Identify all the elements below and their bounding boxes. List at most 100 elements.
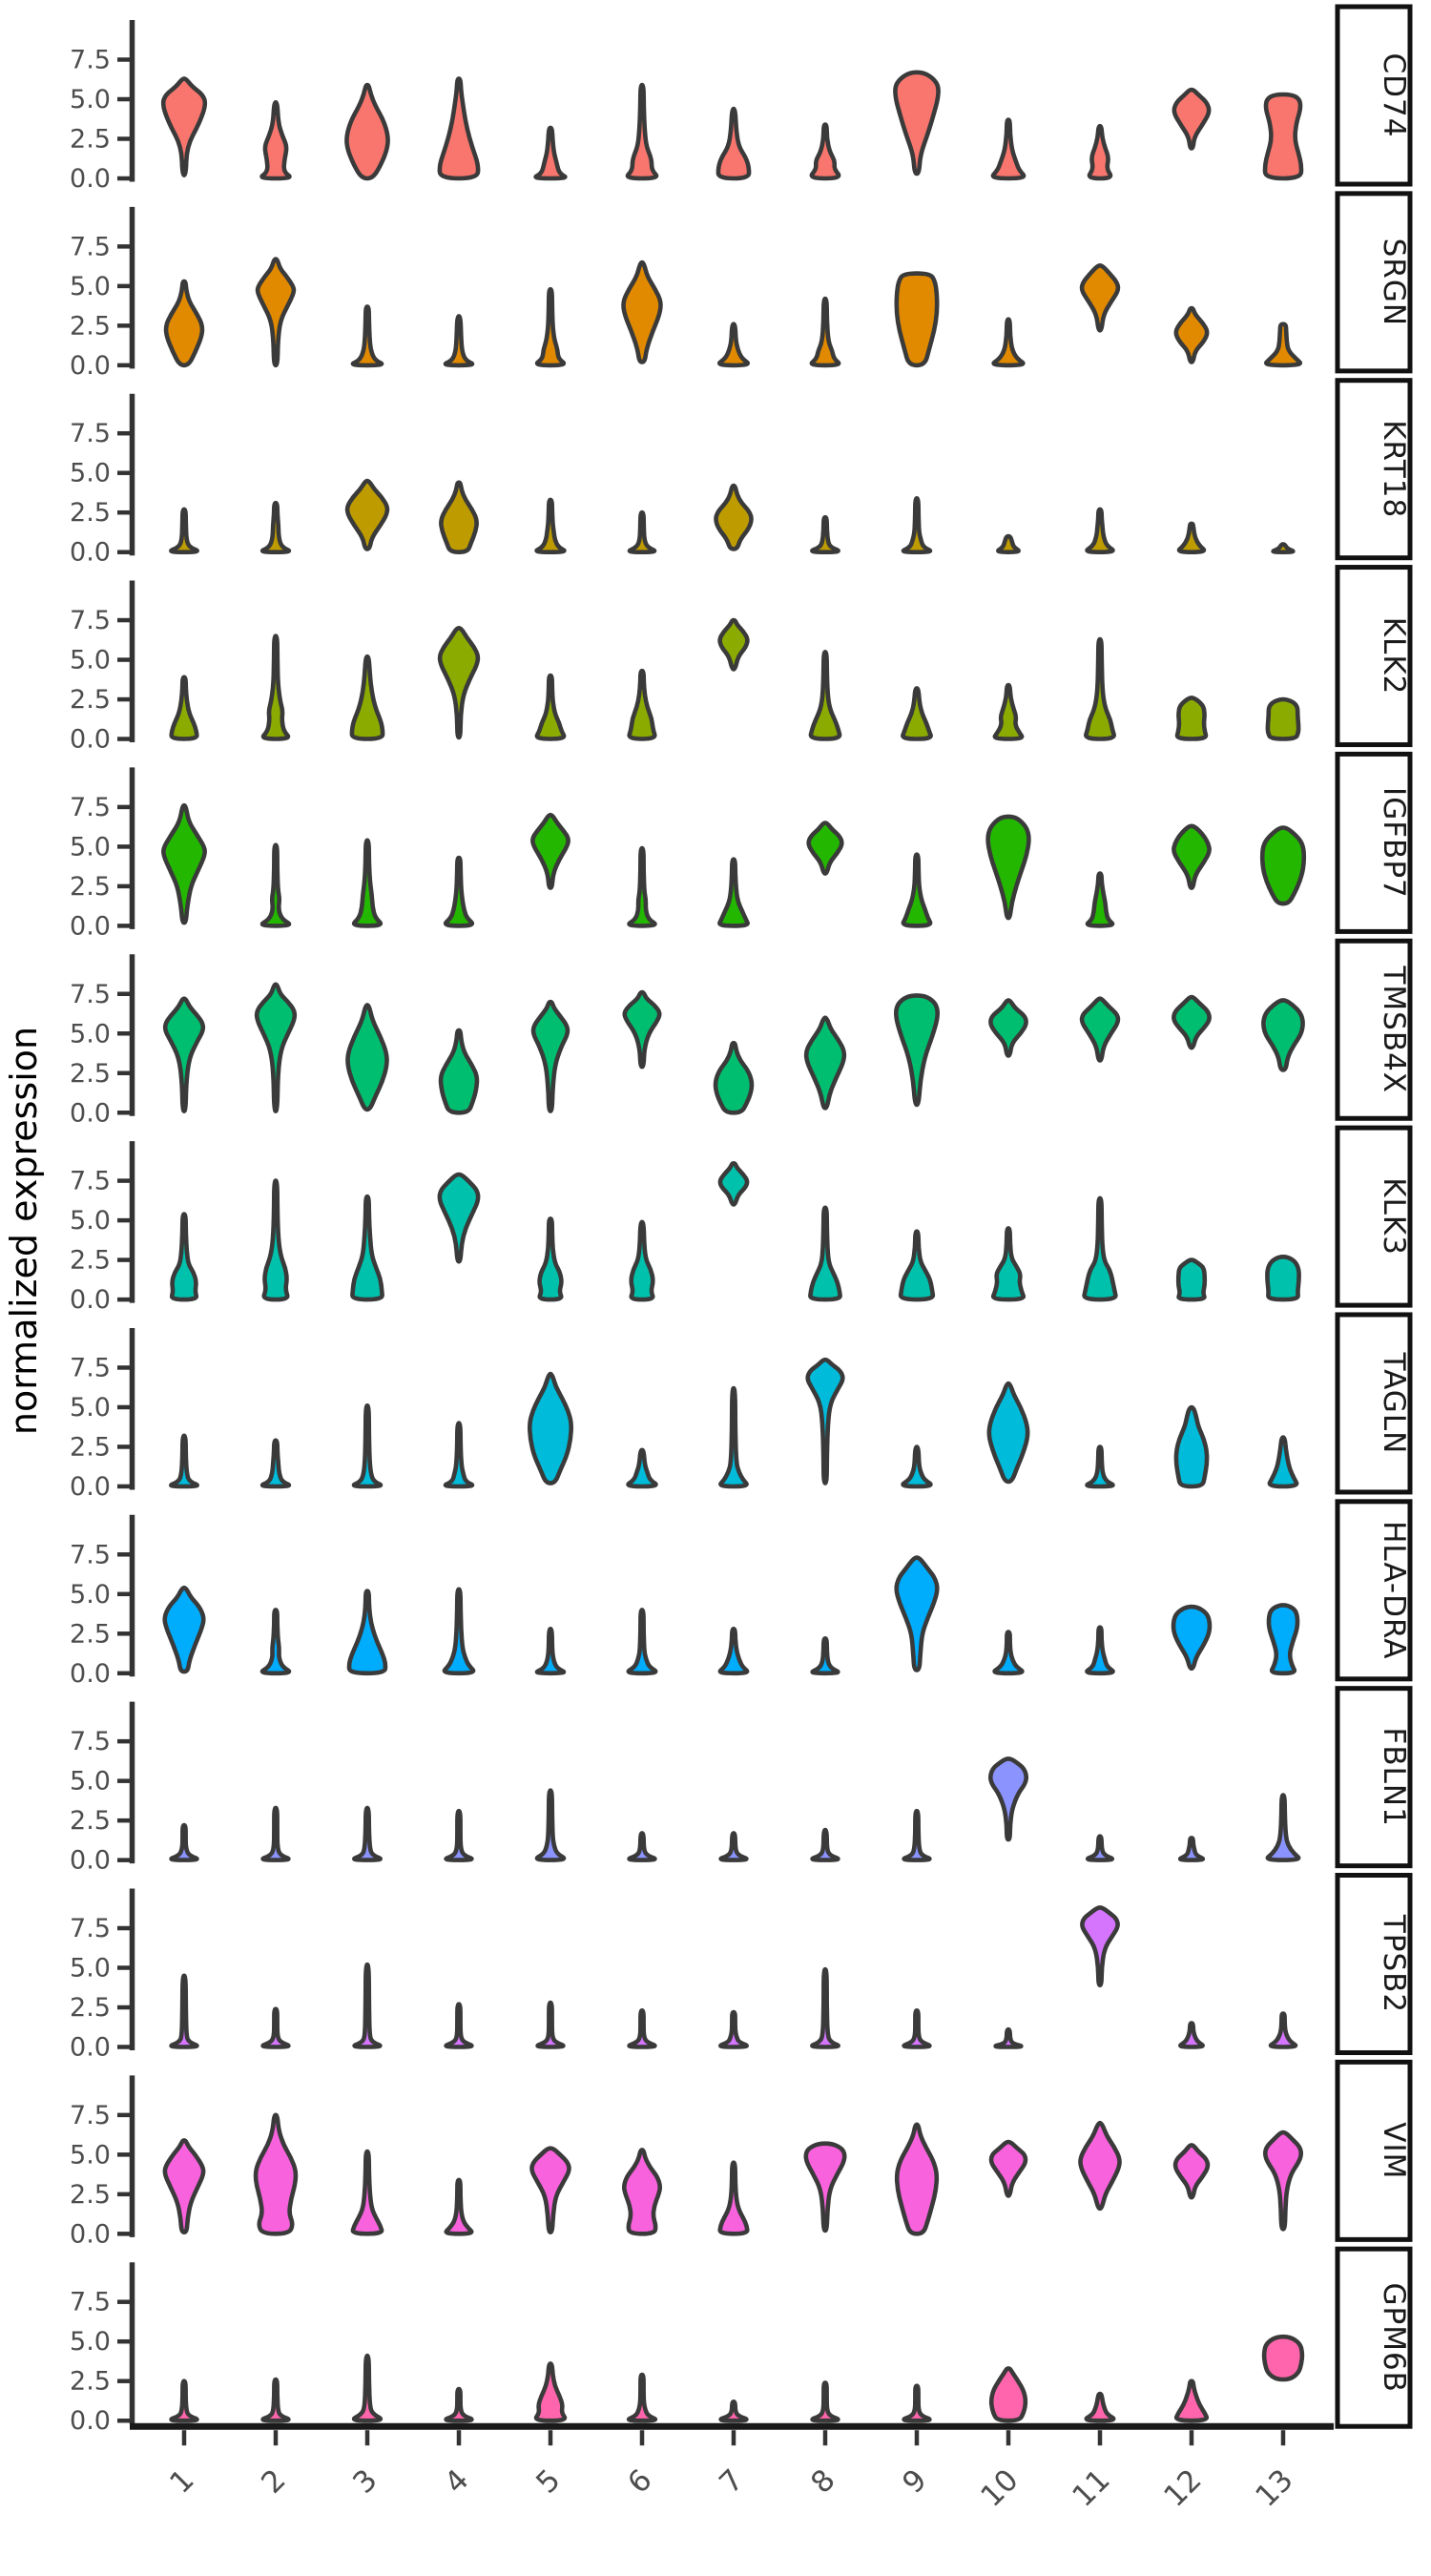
violin-VIM-cluster-5 (529, 2146, 571, 2234)
y-tick-label: 5.0 (70, 1019, 111, 1049)
violin-CD74-cluster-10 (990, 117, 1027, 181)
y-tick-label: 2.5 (70, 2180, 111, 2210)
violin-SRGN-cluster-1 (163, 279, 205, 368)
violin-KLK3-cluster-10 (990, 1226, 1027, 1302)
violin-CD74-cluster-9 (893, 70, 941, 177)
y-tick-label: 5.0 (70, 832, 111, 862)
violin-KLK2-cluster-4 (437, 626, 481, 740)
strip-box (1335, 1686, 1413, 1869)
violin-TMSB4X-cluster-6 (622, 989, 662, 1070)
violin-IGFBP7-cluster-10 (985, 814, 1031, 921)
violin-HLA-DRA-cluster-6 (626, 1608, 658, 1676)
violin-FBLN1-cluster-3 (352, 1805, 383, 1862)
violin-TPSB2-cluster-8 (810, 1966, 840, 2049)
violin-IGFBP7-cluster-8 (806, 821, 844, 876)
violin-KLK2-cluster-12 (1174, 696, 1209, 741)
y-tick-label: 0.0 (70, 911, 111, 941)
violin-TAGLN-cluster-11 (1085, 1444, 1115, 1489)
violin-SRGN-cluster-9 (894, 271, 940, 368)
y-tick-label: 2.5 (70, 1246, 111, 1276)
y-tick-label: 5.0 (70, 646, 111, 675)
violin-GPM6B-cluster-7 (718, 2399, 749, 2423)
violin-GPM6B-cluster-6 (626, 2372, 658, 2423)
violin-KLK3-cluster-8 (808, 1205, 842, 1302)
violin-FBLN1-cluster-10 (987, 1756, 1029, 1842)
gene-panel-VIM: 0.0 2.5 5.0 7.5 VIM (70, 2059, 1413, 2249)
violin-HLA-DRA-cluster-10 (992, 1630, 1025, 1676)
violin-TAGLN-cluster-3 (351, 1403, 384, 1489)
gene-panel-GPM6B: 0.0 2.5 5.0 7.5 GPM6B (70, 2246, 1413, 2436)
violin-KLK3-cluster-3 (350, 1194, 384, 1302)
strip-label-TPSB2: TPSB2 (1377, 1914, 1411, 2013)
y-tick-label: 0.0 (70, 1846, 111, 1876)
violin-IGFBP7-cluster-7 (717, 857, 750, 928)
violin-KLK2-cluster-5 (534, 673, 567, 741)
strip-box (1335, 938, 1413, 1121)
violin-KRT18-cluster-2 (259, 500, 292, 554)
y-tick-label: 7.5 (70, 232, 111, 261)
violin-IGFBP7-cluster-5 (530, 812, 570, 890)
strip-box (1335, 751, 1413, 934)
gene-panel-KLK3: 0.0 2.5 5.0 7.5 KLK3 (70, 1125, 1413, 1315)
violin-CD74-cluster-5 (533, 125, 568, 181)
violin-SRGN-cluster-6 (621, 260, 663, 364)
violin-TAGLN-cluster-9 (901, 1444, 933, 1489)
violin-GPM6B-cluster-2 (260, 2377, 291, 2423)
violin-TAGLN-cluster-8 (805, 1357, 845, 1485)
strip-label-VIM: VIM (1377, 2122, 1411, 2179)
violin-TMSB4X-cluster-8 (803, 1015, 847, 1111)
strip-label-FBLN1: FBLN1 (1377, 1728, 1411, 1827)
strip-label-SRGN: SRGN (1377, 239, 1411, 326)
y-tick-label: 7.5 (70, 793, 111, 822)
violin-GPM6B-cluster-3 (351, 2353, 384, 2423)
violin-CD74-cluster-13 (1262, 92, 1304, 181)
y-tick-label: 5.0 (70, 459, 111, 488)
y-tick-label: 5.0 (70, 1767, 111, 1797)
strip-box (1335, 1312, 1413, 1495)
gene-panel-KRT18: 0.0 2.5 5.0 7.5 KRT18 (70, 378, 1413, 568)
violin-IGFBP7-cluster-6 (627, 845, 657, 928)
violin-VIM-cluster-10 (988, 2139, 1028, 2198)
violin-TPSB2-cluster-3 (352, 1962, 383, 2049)
violin-TPSB2-cluster-5 (535, 2000, 566, 2049)
violin-TPSB2-cluster-7 (718, 2009, 749, 2049)
y-tick-label: 7.5 (70, 1167, 111, 1196)
violin-FBLN1-cluster-12 (1177, 1836, 1206, 1862)
strip-label-KRT18: KRT18 (1377, 420, 1411, 518)
y-tick-label: 0.0 (70, 1659, 111, 1689)
violin-TPSB2-cluster-6 (627, 2008, 657, 2049)
violin-KLK3-cluster-4 (437, 1172, 481, 1264)
strip-box (1335, 2246, 1413, 2429)
violin-TMSB4X-cluster-10 (988, 998, 1028, 1058)
y-tick-label: 5.0 (70, 2327, 111, 2357)
violin-GPM6B-cluster-4 (444, 2386, 474, 2423)
gene-panel-TMSB4X: 0.0 2.5 5.0 7.5 TMSB4X (70, 938, 1413, 1128)
violin-TPSB2-cluster-9 (902, 2008, 932, 2049)
violin-IGFBP7-cluster-1 (161, 802, 207, 925)
strip-label-GPM6B: GPM6B (1377, 2282, 1411, 2392)
gene-panel-HLA-DRA: 0.0 2.5 5.0 7.5 HLA-DRA (70, 1499, 1413, 1689)
y-tick-label: 0.0 (70, 538, 111, 568)
violin-KLK2-cluster-7 (717, 617, 750, 672)
violin-KRT18-cluster-12 (1176, 521, 1207, 554)
violin-TPSB2-cluster-13 (1268, 2011, 1298, 2049)
violin-IGFBP7-cluster-9 (901, 852, 933, 928)
violin-KLK3-cluster-6 (629, 1219, 655, 1302)
violin-TMSB4X-cluster-13 (1261, 998, 1305, 1072)
y-tick-label: 7.5 (70, 1727, 111, 1756)
violin-KLK3-cluster-7 (717, 1161, 750, 1207)
violin-KLK3-cluster-5 (537, 1216, 564, 1302)
violin-VIM-cluster-11 (1078, 2120, 1122, 2212)
violin-KRT18-cluster-13 (1271, 542, 1296, 554)
violin-VIM-cluster-2 (253, 2112, 299, 2236)
y-tick-label: 7.5 (70, 2288, 111, 2317)
violin-VIM-cluster-3 (350, 2149, 384, 2236)
violin-IGFBP7-cluster-3 (351, 838, 384, 928)
violin-TAGLN-cluster-12 (1173, 1404, 1210, 1489)
gene-panel-CD74: 0.0 2.5 5.0 7.5 CD74 (70, 4, 1413, 194)
y-tick-label: 7.5 (70, 980, 111, 1009)
violin-TMSB4X-cluster-2 (254, 982, 298, 1113)
gene-panel-TPSB2: 0.0 2.5 5.0 7.5 TPSB2 (70, 1873, 1413, 2063)
violin-SRGN-cluster-12 (1173, 305, 1210, 364)
